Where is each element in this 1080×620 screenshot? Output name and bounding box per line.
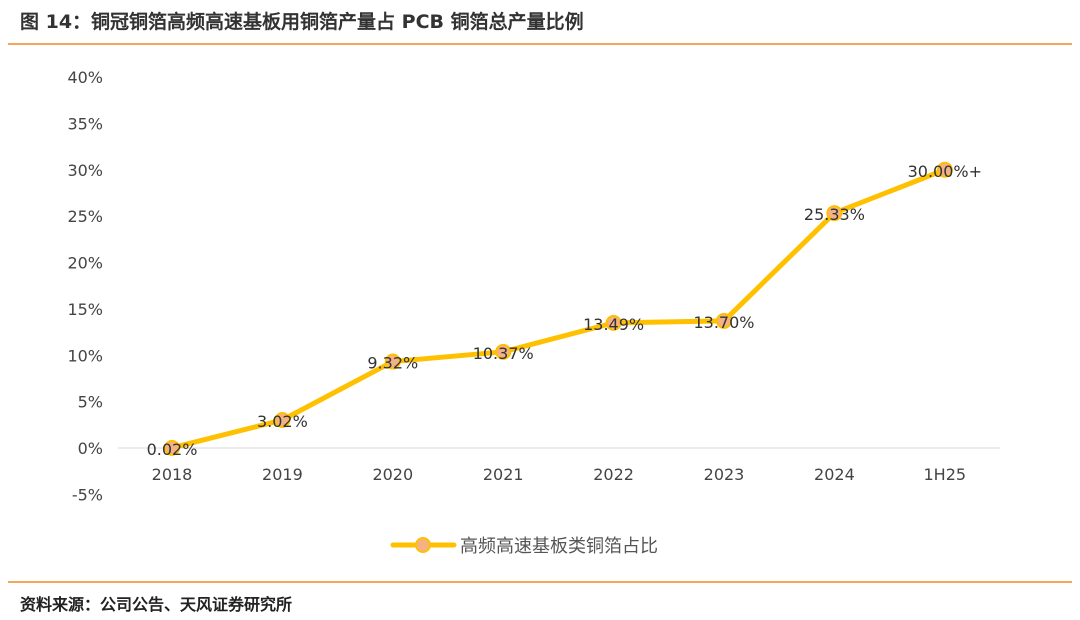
series-line	[171, 167, 946, 451]
data-point	[164, 439, 180, 456]
y-tick-label: 30%	[67, 161, 103, 180]
legend: 高频高速基板类铜箔占比	[390, 536, 658, 557]
y-tick-label: 15%	[67, 300, 103, 319]
y-tick-label: 25%	[67, 207, 103, 226]
data-label: 3.02%	[257, 412, 308, 431]
x-tick-label: 2023	[704, 465, 745, 484]
x-tick-label: 2018	[152, 465, 193, 484]
y-tick-label: 10%	[67, 346, 103, 365]
data-point	[936, 161, 953, 178]
y-tick-label: 40%	[67, 68, 103, 87]
data-label: 13.49%	[583, 315, 644, 334]
x-tick-label: 1H25	[924, 465, 967, 484]
y-tick-label: -5%	[72, 485, 103, 504]
data-point	[826, 205, 843, 222]
legend-marker	[415, 537, 431, 553]
data-label: 30.00%+	[908, 162, 982, 181]
legend-label: 高频高速基板类铜箔占比	[460, 536, 658, 557]
y-tick-label: 5%	[78, 393, 103, 412]
data-point	[274, 411, 291, 428]
x-tick-label: 2019	[262, 465, 303, 484]
y-tick-label: 35%	[67, 114, 103, 133]
x-tick-label: 2024	[814, 465, 855, 484]
x-tick-label: 2021	[483, 465, 524, 484]
data-label: 25.33%	[804, 205, 865, 224]
data-point	[495, 343, 512, 360]
data-label: 0.02%	[147, 440, 198, 459]
data-label: 13.70%	[693, 313, 754, 332]
data-label: 9.32%	[367, 354, 418, 373]
chart-title: 图 14：铜冠铜箔高频高速基板用铜箔产量占 PCB 铜箔总产量比例	[20, 10, 584, 33]
data-point	[605, 314, 622, 331]
data-point	[384, 353, 401, 370]
data-point	[716, 312, 732, 329]
data-label: 10.37%	[473, 344, 534, 363]
y-tick-label: 20%	[67, 254, 103, 273]
x-tick-label: 2022	[593, 465, 634, 484]
y-tick-label: 0%	[78, 439, 103, 458]
source-note: 资料来源：公司公告、天风证券研究所	[20, 595, 292, 614]
x-tick-label: 2020	[372, 465, 413, 484]
